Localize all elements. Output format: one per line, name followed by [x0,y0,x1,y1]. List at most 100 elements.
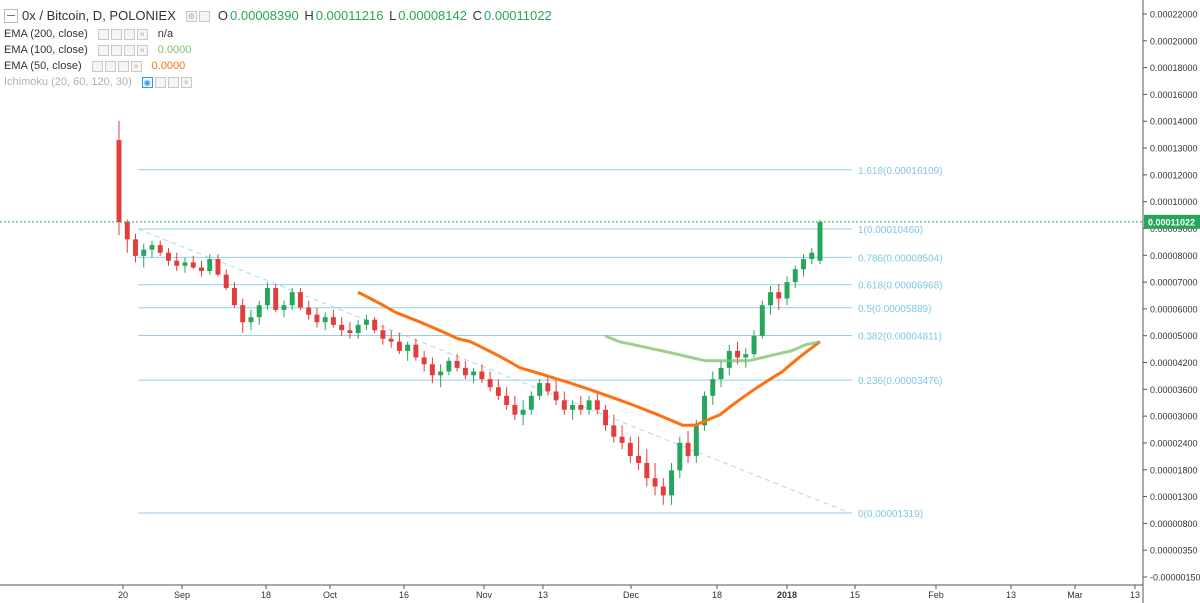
indicator-ichimoku[interactable]: Ichimoku (20, 60, 120, 30) ◉ × [4,74,554,90]
x-tick-label: Oct [323,590,338,600]
settings-icon[interactable] [110,28,122,40]
candle-body [561,400,567,410]
x-tick-label: 18 [261,590,271,600]
candle-body [545,383,551,392]
collapse-icon[interactable] [4,9,18,23]
ema50-line [357,290,821,427]
y-tick-label: 0.00018000 [1150,63,1198,73]
candle-body [264,288,270,306]
candle-body [289,292,295,306]
candle-body [182,262,188,266]
close-icon[interactable]: × [136,28,148,40]
x-tick-label: 16 [399,590,409,600]
candle-body [372,319,378,331]
indicator-ema100[interactable]: EMA (100, close) × 0.0000 [4,42,554,58]
visibility-icon[interactable] [97,44,109,56]
candle-body [512,404,518,415]
candle-body [471,371,477,376]
visibility-icon[interactable] [91,60,103,72]
y-tick-label: 0.00000800 [1150,519,1198,529]
candle-body [149,245,155,250]
candle-body [660,486,666,496]
x-tick-label: Nov [476,590,493,600]
candle-body [174,260,180,266]
indicator-name: EMA (100, close) [4,44,88,56]
candle-body [520,409,526,415]
candle-body [594,400,600,410]
close-label: C [472,8,482,23]
candle-body [528,395,534,410]
candle-body [710,379,716,396]
candle-body [619,436,625,443]
candle-body [330,317,336,325]
indicator-value: 0.0000 [157,44,192,56]
x-tick-label: 18 [712,590,722,600]
candle-body [611,425,617,437]
candle-body [207,259,213,272]
candle-body [306,307,312,315]
hide-icon[interactable] [198,10,210,22]
x-tick-label: 20 [118,590,128,600]
close-icon[interactable]: × [180,76,192,88]
candle-body [669,470,675,496]
open-value: 0.00008390 [230,8,299,23]
x-tick-label: 15 [850,590,860,600]
close-icon[interactable]: × [136,44,148,56]
candle-body [273,288,279,310]
settings-icon[interactable]: ⚙ [185,10,197,22]
more-icon[interactable] [117,60,129,72]
candle-body [347,330,353,334]
candle-body [256,305,262,318]
indicator-name: EMA (50, close) [4,60,82,72]
indicator-buttons: × [97,44,150,56]
indicator-name: Ichimoku (20, 60, 120, 30) [4,76,132,88]
high-label: H [304,8,314,23]
visibility-icon[interactable]: ◉ [141,76,153,88]
close-value: 0.00011022 [484,8,552,23]
indicator-ema200[interactable]: EMA (200, close) × n/a [4,26,554,42]
candle-body [223,274,229,289]
close-icon[interactable]: × [130,60,142,72]
indicator-ema50[interactable]: EMA (50, close) × 0.0000 [4,58,554,74]
more-icon[interactable] [123,28,135,40]
y-tick-label: 0.00008000 [1150,251,1198,261]
series-buttons: ⚙ [185,10,212,22]
y-tick-label: 0.00013000 [1150,144,1198,154]
candle-body [627,442,633,456]
settings-icon[interactable] [104,60,116,72]
ohlc-values: O 0.00008390 H 0.00011216 L 0.00008142 C 0.0… [218,8,554,24]
candle-body [759,305,765,336]
candle-body [735,350,741,358]
candle-body [570,404,576,410]
more-icon[interactable] [167,76,179,88]
x-tick-label: Sep [174,590,190,600]
candle-body [116,140,122,223]
candle-body [363,319,369,325]
more-icon[interactable] [123,44,135,56]
y-tick-label: 0.00012000 [1150,170,1198,180]
last-price-tag [1144,214,1200,229]
settings-icon[interactable] [154,76,166,88]
visibility-icon[interactable] [97,28,109,40]
candle-body [586,400,592,410]
x-tick-label: 13 [1130,590,1140,600]
indicator-name: EMA (200, close) [4,28,88,40]
candle-body [429,364,435,376]
fib-level-label: 0.5(0.00005889) [858,304,931,315]
ema100-line [604,334,821,363]
candle-body [166,252,171,261]
candle-body [421,357,427,365]
y-tick-label: 0.00020000 [1150,36,1198,46]
chart-legend: 0x / Bitcoin, D, POLONIEX ⚙ O 0.00008390 … [4,6,554,90]
fib-level-label: 0(0.00001319) [858,509,923,520]
y-tick-label: 0.00009000 [1150,224,1198,234]
candle-body [281,305,287,310]
fib-level-label: 1(0.00010460) [858,225,923,236]
x-tick-label: Feb [928,590,944,600]
settings-icon[interactable] [110,44,122,56]
candle-body [504,395,510,405]
candle-body [355,324,361,334]
candle-body [636,455,642,463]
candle-body [380,330,386,339]
